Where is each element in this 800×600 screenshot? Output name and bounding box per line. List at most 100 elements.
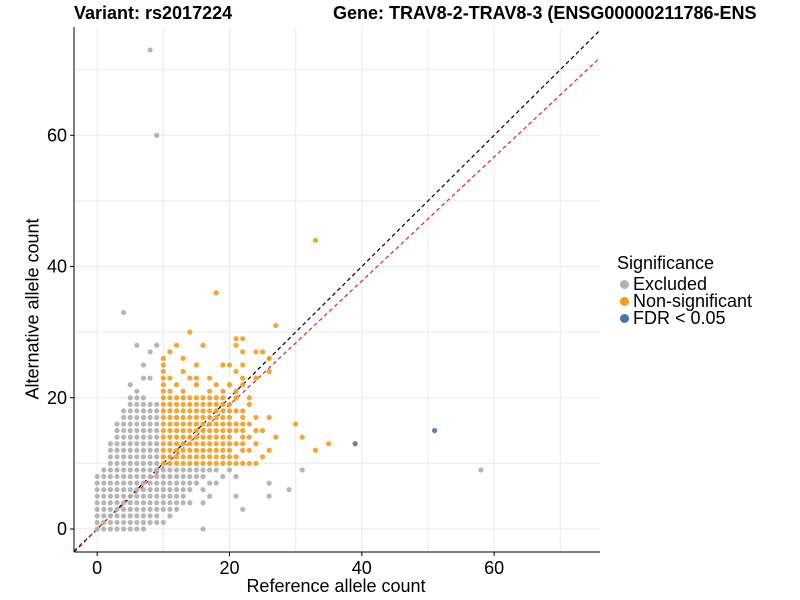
point-excluded-3 [134,342,140,348]
point-excluded-2 [121,309,127,316]
point-excluded-206 [240,506,246,512]
point-excluded-33 [127,421,133,427]
point-excluded-192 [200,500,206,506]
point-excluded-234 [127,526,133,532]
point-excluded-149 [134,487,140,493]
point-non-significant-37 [240,382,246,388]
point-excluded-25 [121,414,127,421]
point-excluded-26 [127,414,133,421]
point-excluded-35 [140,421,147,427]
x-tick-label-2: 40 [352,558,372,578]
point-non-significant-73 [193,408,200,414]
point-excluded-42 [140,427,147,434]
point-excluded-156 [180,487,186,493]
point-excluded-147 [121,487,127,493]
point-excluded-228 [160,519,166,526]
legend-swatch-excluded [620,280,629,289]
point-excluded-44 [154,427,160,434]
point-non-significant-56 [160,401,166,407]
point-non-significant-154 [326,441,332,447]
point-non-significant-197 [253,460,259,467]
legend-title: Significance [617,253,715,273]
point-non-significant-172 [173,454,180,460]
point-excluded-169 [154,493,160,499]
point-non-significant-132 [207,434,213,440]
point-excluded-6 [140,362,147,368]
point-non-significant-55 [246,395,252,401]
point-excluded-224 [134,519,140,526]
point-excluded-56 [134,441,140,447]
point-excluded-50 [147,434,153,440]
point-excluded-146 [114,487,120,493]
point-excluded-168 [147,493,153,499]
point-excluded-144 [101,487,107,493]
point-non-significant-188 [193,460,200,467]
point-excluded-209 [107,513,113,519]
point-excluded-80 [134,460,140,467]
point-excluded-208 [101,513,107,519]
point-non-significant-101 [200,421,206,427]
point-non-significant-46 [173,395,180,401]
point-excluded-57 [140,441,147,447]
point-excluded-120 [193,473,200,480]
y-tick-label-0: 0 [57,519,67,539]
point-non-significant-136 [240,434,246,440]
point-excluded-124 [94,480,100,486]
point-non-significant-78 [226,408,233,414]
point-non-significant-186 [180,460,186,467]
point-non-significant-63 [207,401,213,407]
axes [73,27,600,553]
point-excluded-40 [127,427,133,434]
point-excluded-135 [167,480,173,486]
point-excluded-1 [154,132,160,138]
point-excluded-213 [134,513,140,519]
point-excluded-151 [147,487,153,493]
legend-item-non-significant: Non-significant [617,292,752,310]
point-excluded-75 [154,454,160,460]
point-non-significant-91 [226,414,233,421]
point-non-significant-133 [213,434,219,440]
x-tick-label-0: 0 [92,558,102,578]
point-excluded-173 [180,493,186,499]
point-non-significant-36 [226,382,233,388]
point-excluded-51 [154,434,160,440]
point-non-significant-190 [207,460,213,467]
point-excluded-199 [134,506,140,512]
point-excluded-19 [121,408,127,414]
point-non-significant-155 [160,447,166,453]
point-non-significant-18 [220,362,226,368]
point-excluded-96 [180,467,186,473]
point-non-significant-105 [226,421,233,427]
point-excluded-153 [160,487,166,493]
point-excluded-145 [107,487,113,493]
point-non-significant-8 [259,349,266,355]
point-excluded-196 [114,506,120,512]
point-non-significant-69 [167,408,173,414]
point-non-significant-44 [160,395,166,401]
point-fdr-0-05-0 [352,441,358,447]
point-excluded-160 [94,493,100,499]
point-excluded-100 [207,467,213,473]
point-excluded-60 [107,447,113,453]
point-non-significant-76 [213,408,219,414]
point-non-significant-9 [167,349,173,355]
point-excluded-69 [114,454,120,460]
point-excluded-88 [127,467,133,473]
point-non-significant-87 [200,414,206,421]
point-non-significant-148 [213,441,219,447]
point-excluded-161 [101,493,107,499]
point-non-significant-74 [200,408,206,414]
point-excluded-45 [114,434,120,440]
point-excluded-107 [107,473,113,480]
point-excluded-46 [121,434,127,440]
point-non-significant-48 [187,395,193,401]
point-non-significant-150 [226,441,233,447]
point-non-significant-27 [187,375,193,381]
point-excluded-194 [101,506,107,512]
point-non-significant-75 [207,408,213,414]
point-excluded-110 [127,473,133,480]
point-excluded-30 [154,414,160,421]
point-non-significant-167 [246,447,252,453]
point-excluded-122 [220,473,226,480]
y-axis-label: Alternative allele count [22,218,43,400]
